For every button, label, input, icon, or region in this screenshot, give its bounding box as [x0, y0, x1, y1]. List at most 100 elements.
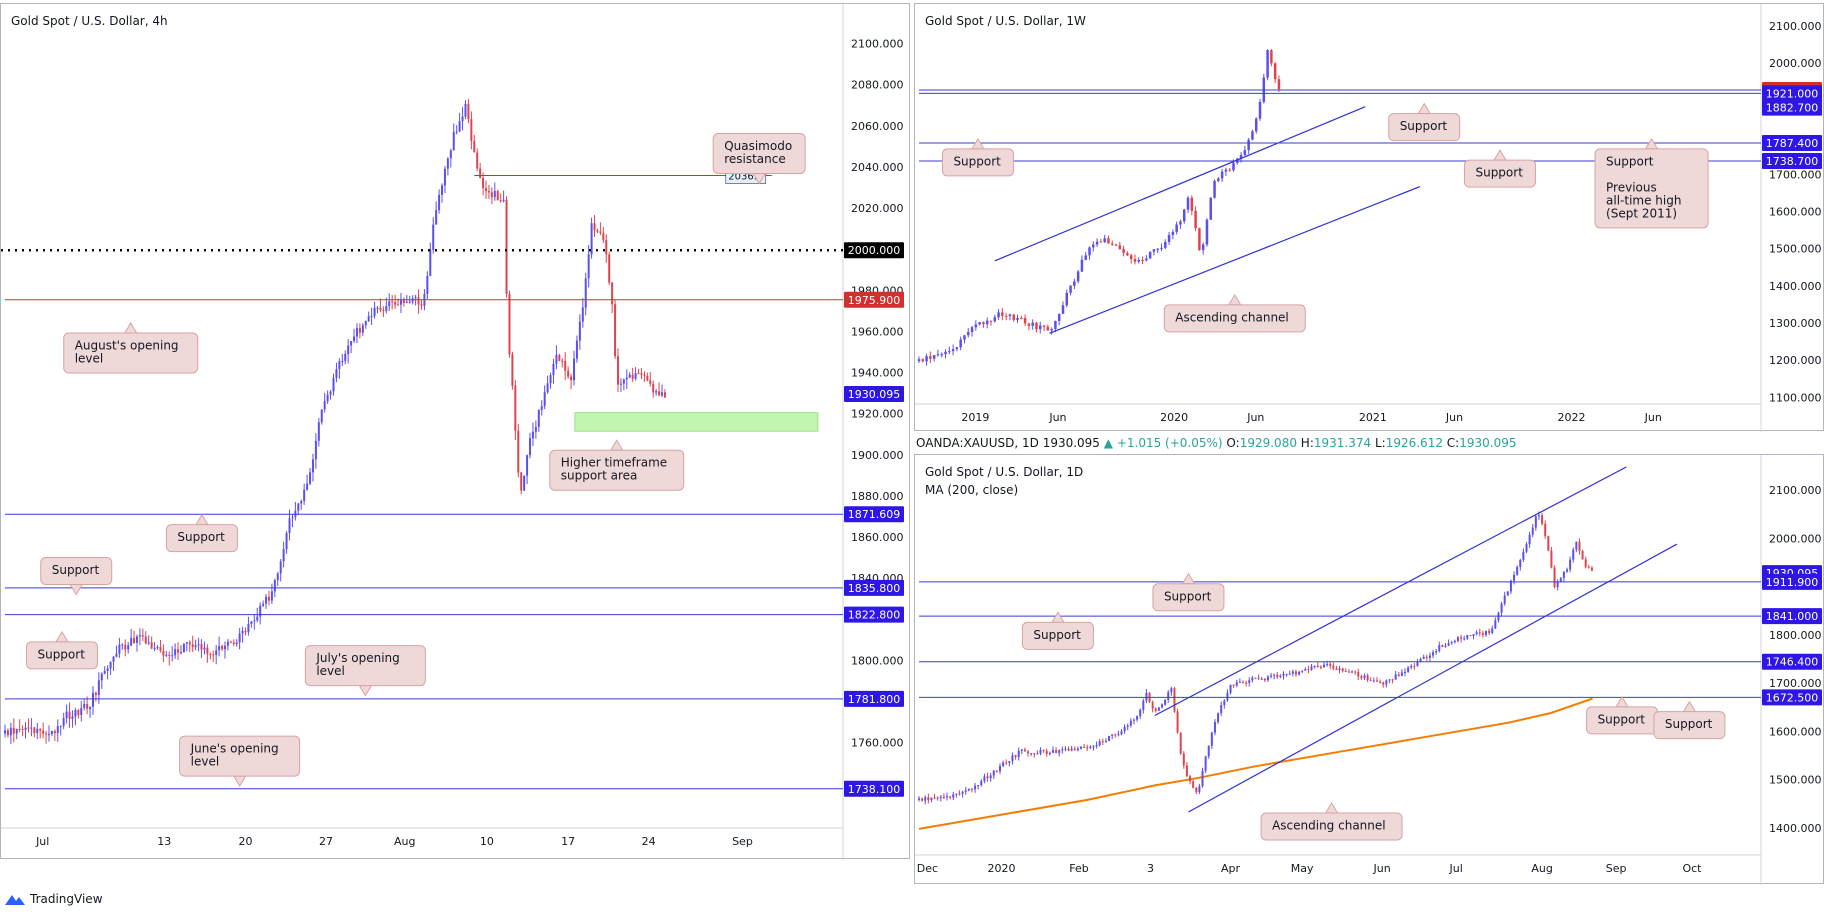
candle-body [1145, 258, 1148, 261]
chart-1w-canvas[interactable]: 2100.000 2000.000 1700.000 1600.000 1500.000… [915, 4, 1824, 432]
callout-text: support area [561, 469, 638, 483]
price-tick-label: 1880.000 [851, 490, 904, 503]
candle-body [285, 532, 288, 550]
candle-body [1360, 676, 1363, 679]
candle-body [241, 630, 244, 634]
candle-body [1310, 666, 1313, 670]
callout-pointer [195, 513, 209, 526]
candle-body [355, 328, 358, 337]
candle-body [112, 656, 115, 662]
candle-body [634, 373, 637, 379]
candle-body [361, 325, 364, 333]
candle-body [1118, 245, 1122, 249]
candle-body [1562, 571, 1565, 579]
candle-body [1481, 633, 1484, 635]
callout-text: resistance [724, 152, 786, 166]
chart-1w-pane[interactable]: 2100.000 2000.000 1700.000 1600.000 1500.000… [914, 3, 1824, 432]
candle-body [649, 380, 652, 385]
candle-body [499, 200, 502, 202]
candle-body [1198, 228, 1201, 251]
candle-body [1103, 238, 1106, 243]
candle-body [1522, 551, 1525, 560]
candle-body [974, 324, 978, 328]
candle-body [147, 642, 150, 644]
chart-1d-pane[interactable]: 2100.000 2000.000 1800.000 1700.000 1600.000… [914, 454, 1824, 885]
candle-body [1475, 632, 1478, 635]
callout-text: level [316, 664, 345, 678]
candle-body [1182, 753, 1185, 766]
candle-body [564, 361, 567, 371]
callout-pointer [971, 137, 985, 150]
candle-body [153, 648, 156, 650]
candle-body [1257, 677, 1260, 679]
candle-body [1559, 578, 1562, 582]
candle-body [1266, 676, 1269, 681]
candle-body [1277, 79, 1281, 90]
candle-body [918, 798, 920, 800]
candle-body [53, 731, 56, 734]
price-tick-label: 1400.000 [1769, 822, 1822, 835]
symbol-last-price: 1930.095 [1042, 436, 1100, 450]
time-tick-label: 24 [642, 835, 656, 848]
chart-1d-canvas[interactable]: 2100.000 2000.000 1800.000 1700.000 1600.000… [915, 455, 1824, 885]
candle-body [461, 116, 464, 122]
candle-body [80, 707, 83, 715]
callout-pointer [55, 630, 69, 643]
candle-body [309, 472, 312, 484]
candle-body [1164, 241, 1167, 248]
time-tick-label: 17 [561, 835, 575, 848]
candle-body [259, 605, 262, 617]
candle-body [56, 726, 59, 734]
candle-body [625, 377, 628, 380]
candle-body [1095, 745, 1098, 747]
price-level-badge [1762, 608, 1822, 625]
candle-body [455, 131, 458, 133]
candle-body [317, 422, 320, 441]
callout-box [941, 148, 1014, 177]
candle-body [452, 132, 455, 151]
price-tick-label: 1920.000 [851, 408, 904, 421]
price-level-badge-label: 1975.900 [848, 294, 901, 307]
candle-body [379, 307, 382, 311]
candle-body [944, 351, 947, 355]
candle-body [924, 797, 927, 801]
candle-body [1065, 292, 1069, 306]
candle-body [1031, 322, 1034, 326]
candle-body [1313, 666, 1316, 668]
candle-body [1120, 731, 1123, 735]
candle-body [1357, 671, 1360, 677]
price-level-badge-label: 1871.609 [848, 508, 901, 521]
candle-body [329, 391, 332, 395]
candle-body [1008, 314, 1012, 317]
callout-text: Ascending channel [1272, 818, 1386, 832]
candle-body [218, 646, 221, 651]
candle-body [159, 647, 162, 651]
candle-body [1164, 700, 1167, 705]
callout-box [63, 332, 199, 374]
chart-4h-pane[interactable]: 2100.000 2080.000 2060.000 2040.000 2020.000… [0, 3, 911, 860]
price-tick-label: 2060.000 [851, 120, 904, 133]
candle-body [385, 306, 388, 311]
candle-body [1590, 567, 1593, 571]
candle-body [59, 725, 62, 727]
candle-body [6, 730, 9, 736]
candle-body [1428, 655, 1431, 658]
candle-body [1002, 762, 1005, 767]
candle-body [1382, 682, 1385, 685]
time-tick-label: Jul [1449, 862, 1463, 875]
candle-body [1516, 566, 1519, 575]
candle-body [402, 299, 405, 303]
candle-body [1391, 679, 1394, 681]
tradingview-watermark[interactable]: TradingView [4, 892, 103, 906]
candle-body [1083, 746, 1086, 748]
chart-4h-canvas[interactable]: 2100.000 2080.000 2060.000 2040.000 2020.000… [1, 4, 911, 860]
candle-body [473, 140, 476, 153]
candle-body [1076, 748, 1079, 751]
candle-body [1209, 197, 1213, 220]
candle-body [206, 647, 209, 654]
candle-body [1036, 753, 1039, 755]
price-tick-label: 1400.000 [1769, 280, 1822, 293]
candle-body [1544, 523, 1547, 537]
candle-body [1030, 753, 1033, 755]
candle-body [323, 401, 326, 410]
